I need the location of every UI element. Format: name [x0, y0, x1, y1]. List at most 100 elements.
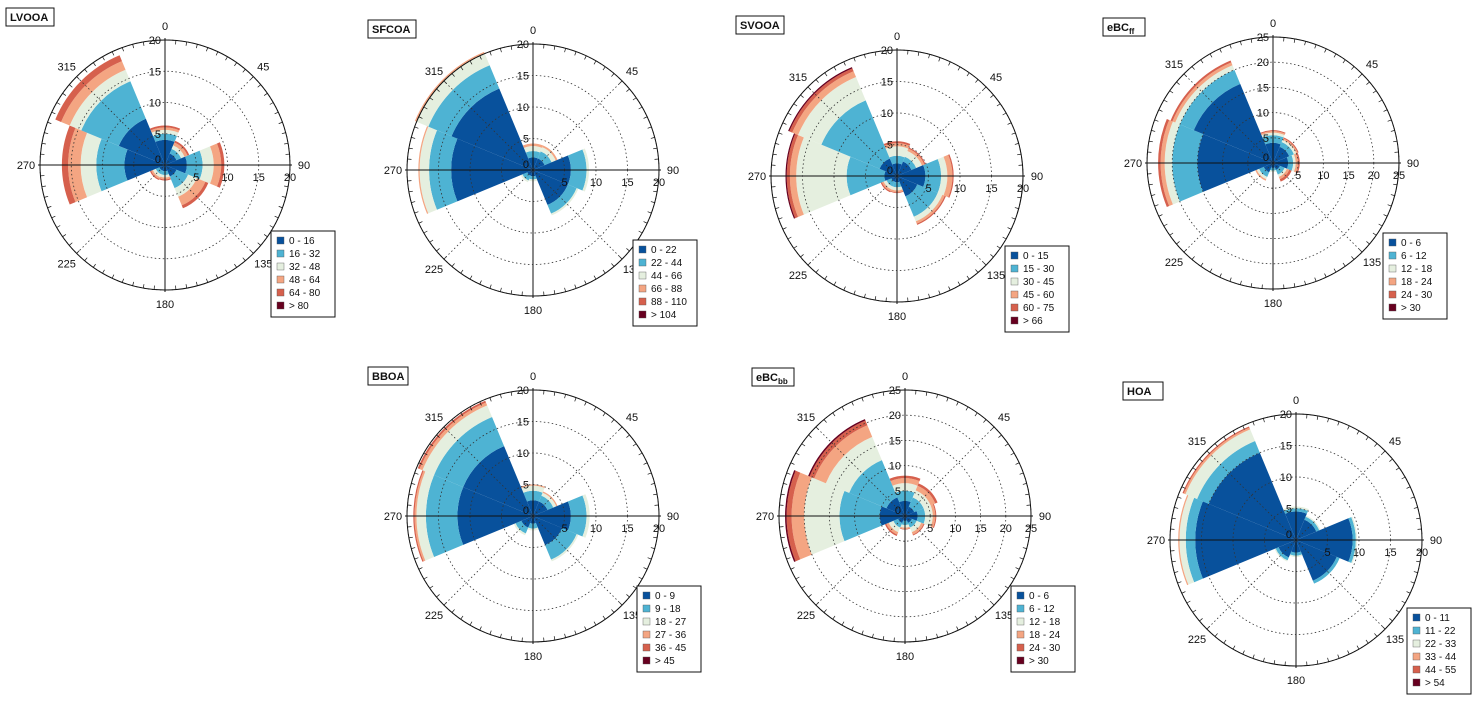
legend-label-5: 60 - 75: [1023, 303, 1055, 314]
radial-tick-label-vertical: 25: [889, 385, 901, 397]
outer-tick: [122, 48, 123, 52]
outer-tick: [594, 407, 596, 410]
legend-swatch-3: [639, 272, 646, 279]
angle-label-270: 270: [1147, 535, 1165, 547]
outer-tick: [470, 276, 472, 279]
outer-tick: [1373, 233, 1376, 235]
radial-tick-label-horizontal: 5: [927, 523, 933, 535]
angle-label-135: 135: [995, 610, 1013, 622]
angle-label-90: 90: [1031, 171, 1043, 183]
outer-tick: [1317, 660, 1318, 664]
angle-label-270: 270: [17, 160, 35, 172]
outer-tick: [1366, 82, 1369, 85]
outer-tick: [639, 577, 642, 579]
outer-tick: [1263, 418, 1264, 422]
outer-tick: [1343, 263, 1345, 266]
legend-label-4: 27 - 36: [655, 630, 687, 641]
angle-label-315: 315: [789, 72, 807, 84]
outer-tick: [864, 54, 865, 58]
outer-tick: [1182, 592, 1186, 594]
angle-label-135: 135: [254, 258, 272, 270]
angle-label-270: 270: [748, 171, 766, 183]
outer-tick: [781, 537, 785, 538]
outer-tick: [872, 634, 873, 638]
outer-tick: [639, 231, 642, 233]
outer-tick: [1170, 233, 1173, 235]
legend-swatch-5: [277, 289, 284, 296]
outer-tick: [937, 394, 938, 398]
outer-tick: [929, 294, 930, 298]
outer-tick: [967, 73, 969, 76]
radial-tick-label-horizontal: 15: [253, 172, 265, 184]
outer-tick: [112, 275, 114, 279]
outer-tick: [626, 248, 629, 251]
legend-swatch-6: [1389, 304, 1396, 311]
outer-tick: [1210, 269, 1212, 272]
outer-tick: [1015, 143, 1019, 144]
outer-tick: [452, 609, 455, 612]
outer-tick: [1315, 45, 1316, 49]
outer-tick: [783, 228, 787, 230]
chart-title: SVOOA: [740, 20, 780, 32]
outer-tick: [1366, 640, 1368, 643]
angle-label-180: 180: [888, 311, 906, 323]
legend-swatch-2: [1017, 605, 1024, 612]
outer-tick: [1384, 215, 1388, 217]
radial-tick-label-vertical: 15: [1257, 82, 1269, 94]
outer-tick: [1151, 195, 1155, 196]
angle-label-90: 90: [667, 165, 679, 177]
outer-tick: [1366, 241, 1369, 244]
angle-label-135: 135: [1363, 257, 1381, 269]
radial-tick-label-vertical: 5: [1263, 133, 1269, 145]
outer-tick: [1305, 281, 1306, 285]
outer-tick: [594, 622, 596, 625]
outer-tick: [958, 67, 960, 70]
outer-tick: [52, 216, 56, 218]
outer-tick: [1251, 39, 1252, 43]
outer-tick: [258, 243, 261, 246]
angle-label-135: 135: [1386, 634, 1404, 646]
outer-tick: [1389, 459, 1392, 462]
legend-label-6: > 54: [1425, 678, 1445, 689]
outer-tick: [775, 143, 779, 144]
outer-tick: [875, 296, 876, 300]
outer-tick: [419, 222, 423, 224]
outer-tick: [554, 636, 555, 640]
angle-label-225: 225: [797, 610, 815, 622]
outer-tick: [824, 419, 827, 422]
legend-swatch-5: [1389, 291, 1396, 298]
outer-tick: [554, 46, 555, 50]
outer-tick: [226, 57, 228, 60]
outer-tick: [1193, 610, 1196, 612]
outer-tick: [788, 113, 791, 115]
outer-tick: [958, 282, 960, 285]
outer-tick: [862, 631, 863, 635]
outer-tick: [226, 270, 228, 273]
outer-tick: [1325, 274, 1327, 278]
outer-tick: [947, 631, 948, 635]
outer-tick: [122, 279, 123, 283]
outer-tick: [284, 186, 288, 187]
outer-tick: [1025, 494, 1029, 495]
outer-tick: [1199, 459, 1202, 462]
radial-tick-label-vertical: 20: [881, 45, 893, 57]
outer-tick: [1373, 91, 1376, 93]
outer-tick: [1305, 41, 1306, 45]
angle-label-45: 45: [1366, 59, 1378, 71]
outer-tick: [937, 634, 938, 638]
outer-tick: [644, 568, 648, 570]
chart-title-subscript: bb: [778, 377, 788, 386]
radial-tick-label-vertical: 20: [1280, 409, 1292, 421]
outer-tick: [490, 52, 491, 56]
outer-tick: [554, 290, 555, 294]
outer-tick: [1240, 41, 1241, 45]
outer-tick: [957, 402, 959, 406]
outer-tick: [824, 609, 827, 612]
outer-tick: [947, 398, 948, 402]
legend-swatch-3: [277, 263, 284, 270]
outer-tick: [565, 288, 566, 292]
outer-tick: [1003, 113, 1006, 115]
outer-tick: [983, 419, 986, 422]
angle-label-180: 180: [1287, 675, 1305, 687]
